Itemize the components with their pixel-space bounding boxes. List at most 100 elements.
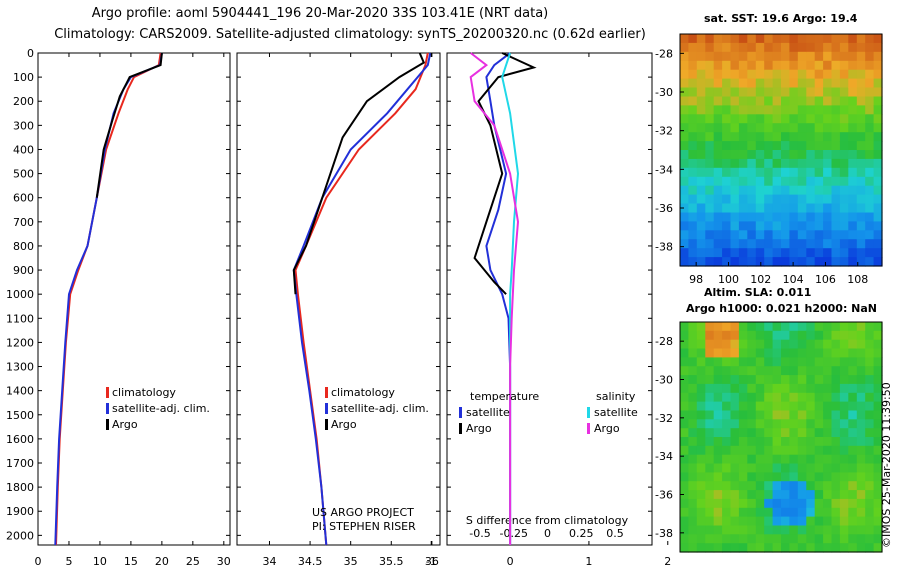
heatmap-cell (755, 366, 765, 376)
heatmap-cell (696, 401, 706, 411)
heatmap-cell (873, 516, 883, 526)
heatmap-cell (865, 203, 875, 213)
heatmap-cell (772, 507, 782, 518)
heatmap-cell (839, 375, 849, 385)
heatmap-cell (873, 375, 883, 385)
heatmap-cell (772, 42, 782, 53)
heatmap-cell (705, 167, 715, 178)
heatmap-cell (848, 419, 858, 429)
heatmap-cell (789, 507, 799, 518)
heatmap-cell (873, 239, 883, 249)
heatmap-cell (873, 96, 883, 106)
heatmap-cell (797, 257, 807, 267)
heatmap-cell (696, 445, 706, 456)
heatmap-cell (738, 60, 748, 71)
heatmap-cell (747, 51, 757, 62)
heatmap-cell (705, 114, 715, 124)
heatmap-cell (789, 203, 799, 213)
heatmap-cell (730, 194, 740, 205)
heatmap-cell (680, 176, 689, 187)
lat-tick-label: -34 (655, 450, 673, 463)
heatmap-cell (713, 141, 723, 151)
heatmap-cell (865, 490, 875, 500)
heatmap-cell (856, 257, 866, 267)
heatmap-cell (848, 69, 858, 80)
heatmap-cell (848, 498, 858, 509)
heatmap-cell (865, 419, 875, 429)
heatmap-cell (814, 203, 824, 213)
heatmap-cell (848, 507, 858, 518)
heatmap-cell (705, 257, 715, 267)
heatmap-cell (705, 248, 715, 258)
heatmap-cell (772, 221, 782, 231)
heatmap-cell (873, 339, 883, 350)
heatmap-cell (680, 248, 689, 258)
heatmap-cell (839, 105, 849, 115)
heatmap-cell (705, 401, 715, 411)
heatmap-cell (848, 445, 858, 456)
heatmap-cell (781, 239, 790, 249)
heatmap-cell (713, 212, 723, 222)
heatmap-cell (789, 534, 799, 544)
heatmap-cell (688, 69, 698, 80)
heatmap-cell (755, 348, 765, 358)
heatmap-cell (680, 194, 689, 205)
heatmap-cell (814, 428, 824, 438)
heatmap-cell (755, 322, 765, 332)
heatmap-cell (848, 167, 858, 178)
heatmap-cell (831, 383, 841, 394)
heatmap-cell (738, 516, 748, 526)
heatmap-cell (865, 481, 875, 491)
heatmap-cell (831, 472, 841, 482)
heatmap-cell (755, 230, 765, 240)
heatmap-cell (680, 463, 689, 473)
legend-label: Argo (594, 422, 620, 435)
heatmap-cell (848, 366, 858, 376)
heatmap-cell (688, 472, 698, 482)
heatmap-cell (680, 472, 689, 482)
heatmap-cell (806, 454, 816, 465)
heatmap-cell (806, 507, 816, 518)
heatmap-cell (823, 132, 833, 142)
heatmap-cell (705, 410, 715, 420)
series-line (292, 52, 426, 295)
imos-stamp: ©IMOS 25-Mar-2020 11:39:50 (880, 382, 893, 548)
heatmap-cell (705, 516, 715, 526)
heatmap-cell (755, 375, 765, 385)
title-line-2: Climatology: CARS2009. Satellite-adjuste… (54, 27, 646, 42)
heatmap-cell (814, 132, 824, 142)
heatmap-cell (730, 123, 740, 133)
heatmap-cell (730, 221, 740, 231)
heatmap-cell (680, 392, 689, 403)
depth-tick-label: 700 (13, 216, 34, 229)
heatmap-cell (806, 96, 816, 106)
heatmap-cell (856, 132, 866, 142)
heatmap-cell (823, 69, 833, 80)
heatmap-cell (705, 185, 715, 196)
heatmap-cell (814, 123, 824, 133)
heatmap-cell (781, 203, 790, 213)
heatmap-cell (755, 392, 765, 403)
heatmap-cell (873, 69, 883, 80)
heatmap-cell (696, 105, 706, 115)
heatmap-cell (823, 498, 833, 509)
heatmap-cell (713, 366, 723, 376)
heatmap-cell (680, 60, 689, 71)
heatmap-cell (747, 516, 757, 526)
depth-tick-label: 200 (13, 95, 34, 108)
heatmap-cell (823, 410, 833, 420)
heatmap-cell (747, 230, 757, 240)
heatmap-cell (839, 141, 849, 151)
heatmap-cell (806, 51, 816, 62)
heatmap-cell (839, 42, 849, 53)
heatmap-cell (764, 123, 774, 133)
heatmap-cell (738, 366, 748, 376)
heatmap-cell (755, 194, 765, 205)
heatmap-cell (797, 105, 807, 115)
heatmap-cell (730, 141, 740, 151)
heatmap-cell (730, 239, 740, 249)
heatmap-cell (823, 516, 833, 526)
lat-tick-label: -28 (655, 47, 673, 60)
series-line (54, 52, 163, 546)
heatmap-cell (823, 158, 833, 169)
